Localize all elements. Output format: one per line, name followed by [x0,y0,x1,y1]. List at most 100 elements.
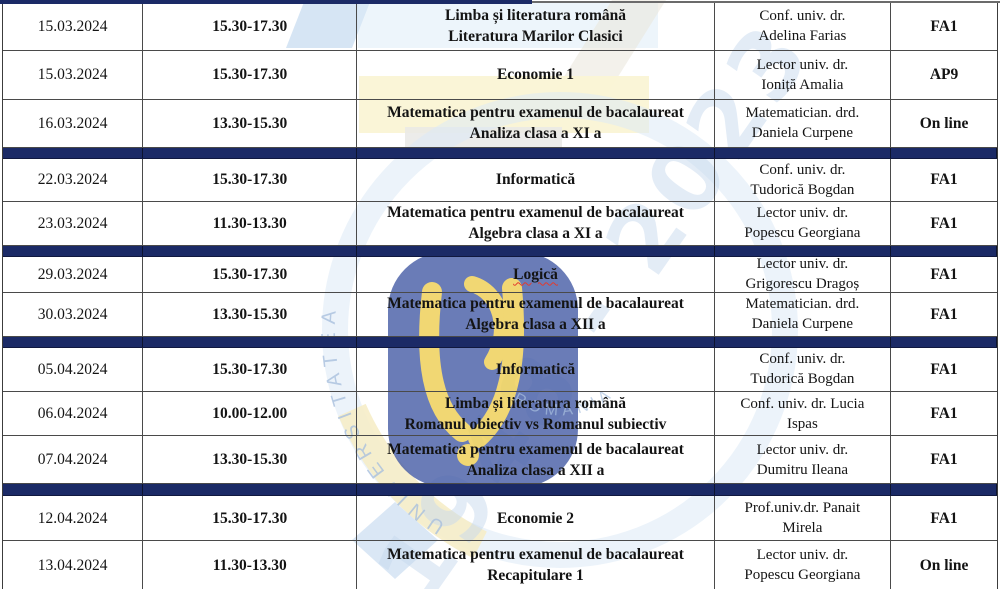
professor-line1: Lector univ. dr. [756,547,849,564]
room-text: FA1 [930,305,958,323]
room-cell: FA1 [891,202,997,245]
professor-line1: Lector univ. dr. [756,441,849,458]
date-cell: 29.03.2024 [3,256,144,292]
time-cell: 15.30-17.30 [143,347,358,392]
date-cell: 12.04.2024 [3,496,144,541]
time-cell: 15.30-17.30 [143,496,358,541]
time-text: 13.30-15.30 [212,114,288,132]
time-cell: 15.30-17.30 [143,3,358,50]
professor-line1: Lector univ. dr. [756,256,849,273]
subject-line1: Limba și literatura română [445,7,626,25]
time-text: 15.30-17.30 [212,171,288,189]
professor-line2: Mirela [782,520,823,537]
professor-cell: Lector univ. dr. Grigorescu Dragoș [715,256,892,292]
room-cell: On line [891,541,997,589]
time-cell: 13.30-15.30 [143,99,358,147]
time-text: 15.30-17.30 [212,360,288,378]
subject-cell: Matematica pentru examenul de bacalaurea… [357,201,715,245]
professor-line2: Adelina Farias [758,28,847,45]
subject-cell: Informatică [357,158,715,201]
group-separator [3,484,997,497]
time-text: 15.30-17.30 [212,509,288,527]
date-text: 07.04.2024 [37,451,108,469]
table-row: 30.03.2024 13.30-15.30 Matematica pentru… [3,292,997,337]
date-text: 30.03.2024 [37,305,108,323]
date-cell: 15.03.2024 [3,50,144,99]
professor-line2: Ispas [786,415,818,432]
professor-cell: Conf. univ. dr. Tudorică Bogdan [715,158,892,201]
table-row: 12.04.2024 15.30-17.30 Economie 2 Prof.u… [3,496,997,542]
professor-line2: Daniela Curpene [751,316,853,333]
subject-line1: Matematica pentru examenul de bacalaurea… [387,295,684,313]
subject-line2: Recapitulare 1 [487,567,584,585]
time-text: 15.30-17.30 [212,17,288,35]
professor-cell: Conf. univ. dr. Adelina Farias [715,3,892,50]
professor-line1: Prof.univ.dr. Panait [744,500,861,517]
subject-cell: Limba și literatura română Literatura Mar… [357,3,715,50]
subject-line1: Logică [513,265,558,283]
subject-line2: Analiza clasa a XI a [469,125,602,143]
room-text: FA1 [930,360,958,378]
professor-cell: Matematician. drd. Daniela Curpene [715,99,892,147]
subject-line1: Matematica pentru examenul de bacalaurea… [387,440,684,458]
professor-line2: Tudorică Bogdan [750,371,855,388]
room-cell: FA1 [891,496,997,540]
room-cell: On line [891,100,997,147]
table-row: 29.03.2024 15.30-17.30 Logică Lector uni… [3,256,997,293]
time-cell: 13.30-15.30 [143,436,358,484]
time-text: 10.00-12.00 [212,405,288,423]
table-row: 23.03.2024 11.30-13.30 Matematica pentru… [3,201,997,246]
subject-cell: Logică [357,256,715,292]
date-cell: 06.04.2024 [3,392,144,436]
room-text: FA1 [930,509,958,527]
date-cell: 07.04.2024 [3,436,144,484]
table-row: 05.04.2024 15.30-17.30 Informatică Conf.… [3,347,997,393]
room-cell: FA1 [891,436,997,483]
date-text: 15.03.2024 [37,66,108,84]
date-cell: 23.03.2024 [3,201,144,245]
date-text: 23.03.2024 [37,214,108,232]
room-text: On line [919,556,969,574]
professor-line2: Popescu Georgiana [744,225,861,242]
date-text: 13.04.2024 [37,556,108,574]
date-cell: 05.04.2024 [3,347,144,392]
subject-line2: Romanul obiectiv vs Romanul subiectiv [404,415,667,433]
professor-line1: Conf. univ. dr. Lucia [740,395,865,412]
subject-cell: Limba și literatura română Romanul obiect… [357,392,715,436]
time-cell: 11.30-13.30 [143,541,358,589]
subject-line2: Analiza clasa a XII a [466,461,605,479]
professor-cell: Conf. univ. dr. Lucia Ispas [715,392,892,436]
room-cell: FA1 [891,348,997,392]
professor-cell: Lector univ. dr. Dumitru Ileana [715,436,892,484]
group-separator [3,336,997,348]
time-text: 13.30-15.30 [212,305,288,323]
room-cell: AP9 [891,51,997,99]
subject-line1: Limba și literatura română [445,394,626,412]
professor-line2: Ioniță Amalia [761,76,844,93]
date-text: 22.03.2024 [37,171,108,189]
professor-line1: Conf. univ. dr. [759,161,846,178]
table-row: 06.04.2024 10.00-12.00 Limba și literatu… [3,392,997,437]
subject-line2: Algebra clasa a XI a [468,225,603,243]
time-text: 11.30-13.30 [212,556,287,574]
professor-line2: Grigorescu Dragoș [745,276,860,292]
table-row: 15.03.2024 15.30-17.30 Economie 1 Lector… [3,50,997,100]
professor-line1: Conf. univ. dr. [759,8,846,25]
date-text: 06.04.2024 [37,405,108,423]
table-row: 22.03.2024 15.30-17.30 Informatică Conf.… [3,158,997,202]
table-row: 15.03.2024 15.30-17.30 Limba și literatu… [3,3,997,51]
subject-cell: Matematica pentru examenul de bacalaurea… [357,436,715,484]
subject-line1: Matematica pentru examenul de bacalaurea… [387,204,684,222]
date-cell: 30.03.2024 [3,292,144,336]
professor-line2: Tudorică Bogdan [750,181,855,198]
professor-cell: Lector univ. dr. Ioniță Amalia [715,50,892,99]
subject-line1: Economie 1 [496,66,575,84]
professor-line2: Daniela Curpene [751,125,853,142]
time-cell: 15.30-17.30 [143,158,358,201]
group-separator [3,147,997,159]
room-text: FA1 [930,451,958,469]
professor-cell: Lector univ. dr. Popescu Georgiana [715,201,892,245]
professor-line1: Lector univ. dr. [756,56,849,73]
